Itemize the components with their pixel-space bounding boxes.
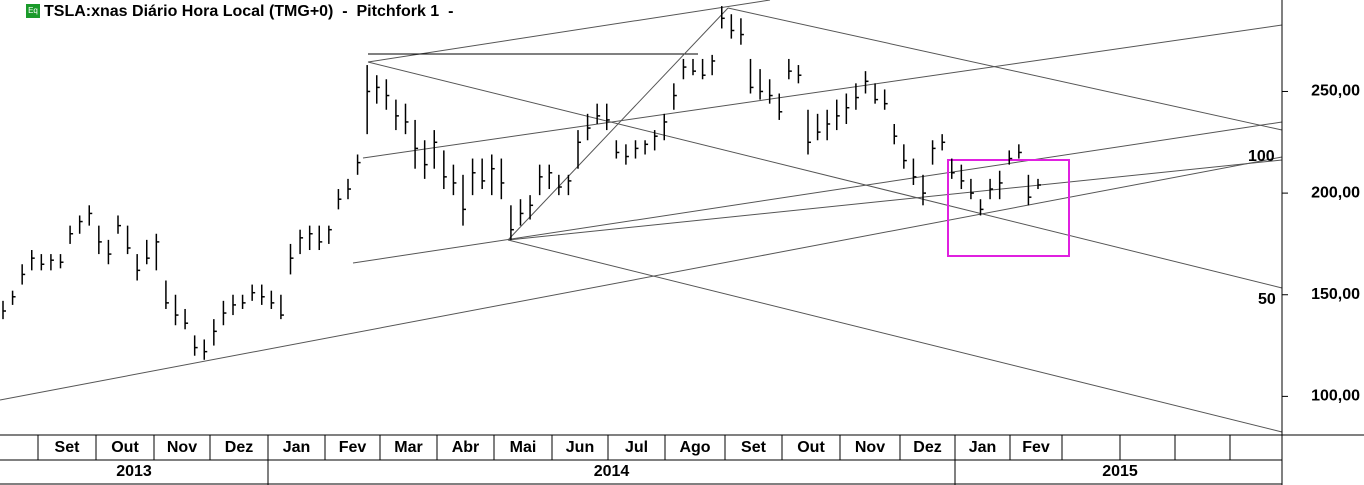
y-tick-label: 100,00 [1311, 388, 1360, 405]
pitchfork-line [507, 159, 1283, 241]
pitchfork-line [362, 24, 1283, 159]
x-tick-label: Fev [339, 439, 367, 456]
eq-icon-text: Eq [28, 6, 38, 15]
chart-title: TSLA:xnas Diário Hora Local (TMG+0) - Pi… [44, 3, 453, 20]
pitchfork-line [367, 61, 1283, 289]
x-tick-label: Dez [913, 439, 941, 456]
x-tick-label: Set [741, 439, 767, 456]
x-tick-label: Mai [510, 439, 537, 456]
x-tick-label: Out [797, 439, 825, 456]
x-tick-label: Dez [225, 439, 253, 456]
pitchfork-level: 100 [1248, 148, 1275, 165]
year-label: 2014 [594, 463, 630, 480]
x-tick-label: Out [111, 439, 139, 456]
x-tick-label: Set [55, 439, 81, 456]
y-tick-label: 150,00 [1311, 286, 1360, 303]
pitchfork-line [367, 0, 771, 63]
x-tick-label: Fev [1022, 439, 1050, 456]
pitchfork-line [507, 239, 1283, 433]
year-label: 2015 [1102, 463, 1138, 480]
x-tick-label: Jan [283, 439, 311, 456]
x-tick-label: Jan [969, 439, 997, 456]
x-tick-label: Jun [566, 439, 594, 456]
eq-icon [26, 4, 40, 18]
pitchfork-line [507, 7, 729, 241]
y-tick-label: 200,00 [1311, 184, 1360, 201]
x-tick-label: Ago [679, 439, 710, 456]
y-tick-label: 250,00 [1311, 83, 1360, 100]
x-tick-label: Jul [625, 439, 648, 456]
pitchfork-line [727, 7, 1283, 131]
x-tick-label: Mar [394, 439, 422, 456]
year-label: 2013 [116, 463, 152, 480]
x-tick-label: Nov [855, 439, 885, 456]
x-tick-label: Nov [167, 439, 197, 456]
x-tick-label: Abr [452, 439, 480, 456]
pitchfork-level: 50 [1258, 291, 1276, 308]
